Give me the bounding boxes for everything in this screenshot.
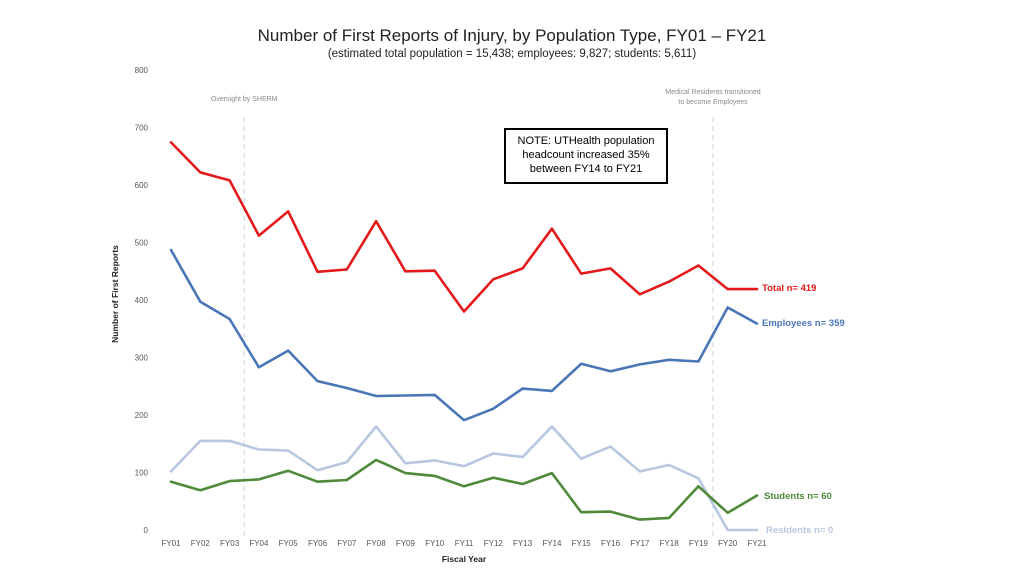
series-label-residents: Residents n= 0 — [766, 525, 833, 536]
y-tick-label: 300 — [135, 354, 149, 363]
y-tick-label: 700 — [135, 124, 149, 133]
y-tick-label: 400 — [135, 296, 149, 305]
series-line-employees — [169, 248, 759, 422]
x-tick-label: FY17 — [630, 539, 650, 548]
y-tick-label: 100 — [135, 469, 149, 478]
x-axis-ticks: FY01 FY02 FY03 FY04 FY05 FY06 FY07 FY08 FY09 FY10… — [161, 539, 767, 548]
series-lines — [169, 141, 759, 532]
x-axis-label: Fiscal Year — [442, 554, 487, 564]
x-tick-label: FY07 — [337, 539, 357, 548]
note-box: NOTE: UTHealth population headcount incr… — [504, 128, 668, 184]
x-tick-label: FY14 — [542, 539, 562, 548]
marker-annotation: Medical Residents transitioned — [665, 89, 760, 96]
x-tick-label: FY20 — [718, 539, 738, 548]
x-tick-label: FY08 — [367, 539, 387, 548]
chart-title: Number of First Reports of Injury, by Po… — [257, 26, 767, 45]
x-tick-label: FY16 — [601, 539, 621, 548]
x-tick-label: FY12 — [484, 539, 504, 548]
x-tick-label: FY19 — [689, 539, 709, 548]
series-label-total: Total n= 419 — [762, 283, 816, 294]
x-tick-label: FY11 — [455, 539, 474, 548]
y-tick-label: 0 — [144, 526, 149, 535]
series-line-students — [169, 458, 759, 521]
vertical-markers: Oversight by SHERM Medical Residents tran… — [211, 89, 761, 538]
y-tick-label: 800 — [135, 66, 149, 75]
x-tick-label: FY05 — [279, 539, 299, 548]
series-label-students: Students n= 60 — [764, 491, 832, 502]
y-tick-label: 200 — [135, 411, 149, 420]
x-tick-label: FY18 — [660, 539, 680, 548]
marker-annotation: Oversight by SHERM — [211, 96, 278, 103]
y-tick-label: 500 — [135, 239, 149, 248]
x-tick-label: FY09 — [396, 539, 416, 548]
series-line-total — [169, 141, 759, 313]
x-tick-label: FY10 — [425, 539, 445, 548]
chart-subtitle: (estimated total population = 15,438; em… — [327, 48, 697, 60]
x-tick-label: FY01 — [161, 539, 181, 548]
series-label-employees: Employees n= 359 — [762, 318, 845, 329]
y-tick-label: 600 — [135, 181, 149, 190]
x-tick-label: FY15 — [572, 539, 592, 548]
x-tick-label: FY13 — [513, 539, 533, 548]
x-tick-label: FY04 — [249, 539, 269, 548]
series-end-labels: Total n= 419 Employees n= 359 Residents n=… — [762, 283, 845, 536]
y-axis-label: Number of First Reports — [110, 245, 120, 343]
note-line-3: between FY14 to FY21 — [529, 163, 643, 175]
marker-annotation: to become Employees — [678, 99, 748, 106]
note-line-1: NOTE: UTHealth population — [517, 135, 655, 147]
x-tick-label: FY03 — [220, 539, 240, 548]
x-tick-label: FY21 — [747, 539, 767, 548]
x-tick-label: FY06 — [308, 539, 328, 548]
note-line-2: headcount increased 35% — [522, 149, 650, 161]
series-line-residents — [169, 425, 759, 532]
x-tick-label: FY02 — [191, 539, 211, 548]
y-axis-ticks: 0 100 200 300 400 500 600 700 800 — [135, 66, 149, 535]
